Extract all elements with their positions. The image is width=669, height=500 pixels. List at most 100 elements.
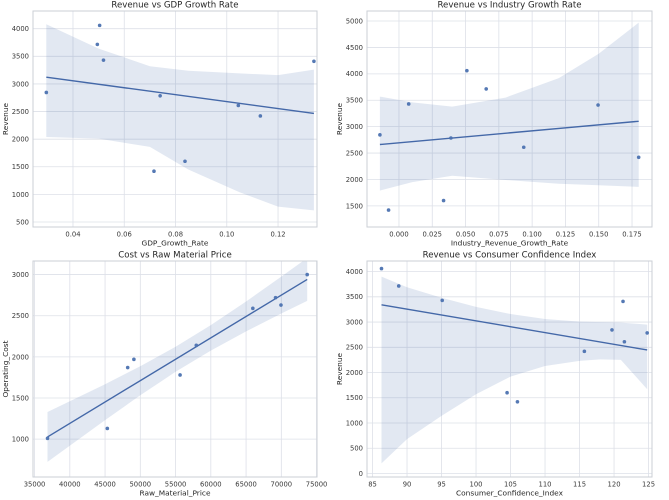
x-axis-label: Industry_Revenue_Growth_Rate	[451, 239, 569, 248]
x-tick-label: 110	[539, 481, 552, 489]
x-tick-label: 0.100	[522, 231, 541, 239]
y-tick-label: 2000	[346, 369, 363, 377]
confidence-band	[381, 276, 648, 464]
data-point	[505, 390, 509, 395]
x-tick-label: 60000	[200, 481, 222, 489]
x-tick-label: 0.12	[270, 231, 285, 239]
gridlines	[33, 11, 317, 227]
plot-area	[33, 11, 317, 227]
y-tick-label: 4000	[12, 25, 29, 33]
data-point	[44, 90, 49, 95]
y-tick-label: 3000	[346, 318, 363, 326]
y-tick-label: 2000	[346, 176, 363, 184]
y-tick-label: 4000	[346, 268, 363, 276]
confidence-band	[379, 22, 639, 191]
y-tick-label: 4500	[346, 44, 363, 52]
chart-revenue-vs-industry-growth-rate: 0.000 0.025 0.050 0.075 0.100 0.125 0.150 0.175…	[334, 0, 669, 250]
y-tick-label: 1500	[12, 163, 29, 171]
plot-area	[367, 11, 652, 227]
y-tick-label: 3500	[12, 53, 29, 61]
data-point	[152, 169, 156, 174]
data-point	[158, 93, 162, 98]
data-point	[378, 133, 382, 137]
data-point	[484, 87, 488, 91]
data-point	[105, 426, 110, 431]
x-tick-label: 0.025	[423, 231, 442, 239]
chart-title: Revenue vs Industry Growth Rate	[437, 1, 581, 11]
y-axis-label: Revenue	[335, 102, 344, 135]
x-tick-label: 125	[642, 481, 655, 489]
data-point	[45, 436, 50, 441]
data-point	[449, 136, 453, 140]
data-point	[521, 145, 526, 150]
data-point	[305, 272, 309, 277]
x-tick-label: 70000	[271, 481, 293, 489]
confidence-band	[46, 24, 314, 211]
data-point	[645, 331, 649, 335]
data-point	[596, 103, 600, 107]
subplot-revenue-vs-industry-growth-rate: 0.000 0.025 0.050 0.075 0.100 0.125 0.150 0.175…	[335, 1, 653, 248]
x-tick-label: 65000	[235, 481, 257, 489]
plot-border	[366, 10, 653, 228]
data-point	[386, 208, 391, 212]
data-point	[621, 299, 625, 304]
data-point	[515, 400, 520, 404]
data-point	[610, 328, 614, 332]
x-tick-label: 0.175	[622, 231, 641, 239]
y-tick-label: 2000	[12, 353, 29, 361]
y-tick-label: 3000	[12, 80, 29, 88]
y-tick-label: 1000	[346, 419, 363, 427]
data-point	[379, 266, 384, 271]
x-tick-label: 0.08	[168, 231, 183, 239]
x-tick-label: 120	[608, 481, 621, 489]
gridlines	[367, 261, 652, 477]
data-point	[440, 298, 445, 303]
subplot-revenue-vs-gdp-growth-rate: 0.04 0.06 0.08 0.10 0.12 500 1000 1500 2000 2500 3…	[1, 1, 318, 248]
trend-line	[46, 76, 315, 115]
x-tick-label: 40000	[59, 481, 81, 489]
trend-line	[379, 120, 639, 146]
y-axis-label: Revenue	[1, 102, 10, 135]
y-tick-label: 5000	[346, 17, 363, 25]
chart-cost-vs-raw-material-price: 35000 40000 45000 50000 55000 60000 65000 70000…	[0, 250, 334, 500]
trend-line	[381, 304, 648, 351]
x-tick-label: 50000	[129, 481, 151, 489]
y-tick-label: 3500	[346, 97, 363, 105]
x-tick-label: 45000	[94, 481, 116, 489]
plot-border	[32, 10, 318, 228]
x-tick-label: 75000	[306, 481, 328, 489]
chart-title: Revenue vs GDP Growth Rate	[111, 1, 238, 11]
data-point	[582, 349, 587, 354]
data-point	[279, 303, 283, 307]
data-point	[441, 198, 446, 203]
x-tick-label: 100	[470, 481, 483, 489]
y-tick-label: 3000	[12, 271, 29, 279]
data-point	[251, 306, 255, 311]
x-tick-label: 0.125	[556, 231, 575, 239]
x-tick-label: 115	[573, 481, 586, 489]
data-point	[236, 103, 241, 108]
y-tick-label: 2000	[12, 136, 29, 144]
y-tick-label: 2500	[346, 149, 363, 157]
y-tick-label: 2500	[12, 312, 29, 320]
x-axis-label: GDP_Growth_Rate	[142, 239, 209, 248]
y-axis-label: Operating_Cost	[1, 340, 10, 397]
x-tick-label: 0.075	[489, 231, 508, 239]
x-tick-label: 35000	[24, 481, 46, 489]
x-tick-label: 0.10	[219, 231, 234, 239]
x-tick-label: 105	[504, 481, 517, 489]
y-tick-label: 2500	[346, 344, 363, 352]
x-tick-label: 0.000	[389, 231, 408, 239]
y-tick-label: 4000	[346, 70, 363, 78]
x-tick-label: 90	[403, 481, 412, 489]
chart-title: Revenue vs Consumer Confidence Index	[423, 251, 597, 261]
scatter-points	[44, 23, 316, 174]
plot-border	[32, 260, 318, 478]
x-tick-label: 55000	[165, 481, 187, 489]
plot-border	[366, 260, 653, 478]
data-point	[97, 23, 102, 28]
scatter-points	[378, 68, 641, 212]
y-tick-label: 1500	[346, 202, 363, 210]
data-point	[465, 68, 469, 73]
